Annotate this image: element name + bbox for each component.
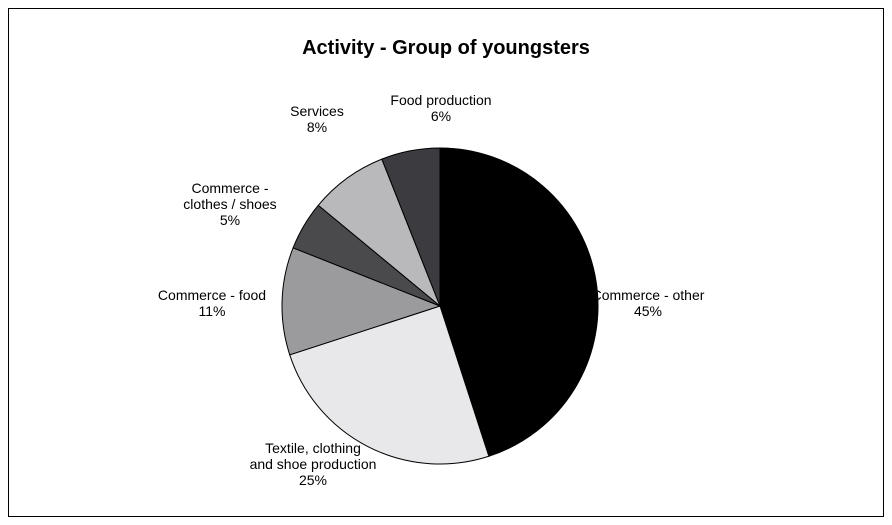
pie-slice-0	[439, 147, 599, 457]
slice-percent-label-2: 11%	[199, 303, 226, 319]
pie-slice-5	[381, 147, 441, 307]
slice-label-1-line-0: Textile, clothing	[265, 440, 361, 456]
slice-label-3-line-1: clothes / shoes	[183, 196, 276, 212]
slice-percent-label-1: 25%	[299, 472, 327, 488]
slice-label-3-line-0: Commerce -	[191, 180, 268, 196]
slice-label-0-line-0: Commerce - other	[592, 287, 705, 303]
pie-slice-1	[289, 305, 490, 465]
slice-label-1-line-1: and shoe production	[250, 456, 377, 472]
slice-percent-label-4: 8%	[307, 119, 327, 135]
slice-label-5-line-0: Food production	[390, 92, 491, 108]
pie-slice-2	[281, 247, 442, 356]
slice-label-4-line-0: Services	[290, 103, 344, 119]
slice-percent-label-0: 45%	[634, 303, 662, 319]
slice-percent-label-5: 6%	[431, 108, 451, 124]
slice-label-2-line-0: Commerce - food	[158, 287, 266, 303]
slice-percent-label-3: 5%	[220, 212, 240, 228]
chart-title: Activity - Group of youngsters	[302, 37, 590, 59]
